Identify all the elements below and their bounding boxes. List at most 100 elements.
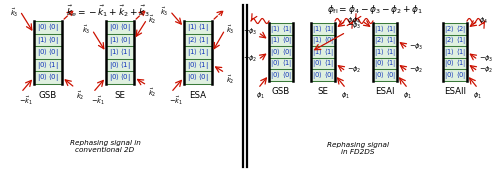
Text: $|2\rangle$: $|2\rangle$ <box>374 34 384 46</box>
Text: $\langle 0|$: $\langle 0|$ <box>198 71 209 83</box>
Text: $\langle 1|$: $\langle 1|$ <box>324 46 334 58</box>
Bar <box>184 21 212 83</box>
Text: $-\vec{k}_1$: $-\vec{k}_1$ <box>169 95 183 107</box>
Bar <box>373 23 397 81</box>
Text: $\langle 0|$: $\langle 0|$ <box>48 34 59 46</box>
Text: ESAI: ESAI <box>375 88 395 96</box>
Bar <box>443 23 467 81</box>
Text: $\phi_{\mathrm{fl}} = \phi_4 - \phi_3 - \phi_2 + \phi_1$: $\phi_{\mathrm{fl}} = \phi_4 - \phi_3 - … <box>327 3 423 16</box>
Text: $\phi_4$: $\phi_4$ <box>347 16 356 26</box>
Text: $\vec{k}_2$: $\vec{k}_2$ <box>148 13 156 26</box>
Text: $\phi_1$: $\phi_1$ <box>256 90 264 101</box>
Text: $\langle 1|$: $\langle 1|$ <box>386 23 396 35</box>
Text: $|1\rangle$: $|1\rangle$ <box>270 34 280 46</box>
Text: $|0\rangle$: $|0\rangle$ <box>186 59 198 71</box>
Text: $|2\rangle$: $|2\rangle$ <box>186 34 198 46</box>
Text: $|0\rangle$: $|0\rangle$ <box>36 59 48 71</box>
Text: $|0\rangle$: $|0\rangle$ <box>374 57 384 69</box>
Text: $\langle 1|$: $\langle 1|$ <box>282 23 292 35</box>
Text: $\langle 1|$: $\langle 1|$ <box>120 59 131 71</box>
Text: Rephasing signal in
conventional 2D: Rephasing signal in conventional 2D <box>70 140 140 153</box>
Text: $-\phi_3$: $-\phi_3$ <box>409 42 424 52</box>
Text: GSB: GSB <box>39 90 57 100</box>
Text: $\vec{k}_3$: $\vec{k}_3$ <box>10 7 18 19</box>
Text: $\vec{k}_e = -\vec{k}_1 + \vec{k}_2 + \vec{k}_3$: $\vec{k}_e = -\vec{k}_1 + \vec{k}_2 + \v… <box>66 3 150 19</box>
Text: $-\phi_3$: $-\phi_3$ <box>347 21 362 31</box>
Text: $\langle 0|$: $\langle 0|$ <box>120 71 131 83</box>
Text: $|0\rangle$: $|0\rangle$ <box>270 57 280 69</box>
Text: $|1\rangle$: $|1\rangle$ <box>270 23 280 35</box>
Text: GSB: GSB <box>272 88 290 96</box>
Text: $\langle 1|$: $\langle 1|$ <box>324 57 334 69</box>
Text: $|0\rangle$: $|0\rangle$ <box>270 69 280 81</box>
Text: $|1\rangle$: $|1\rangle$ <box>312 34 322 46</box>
Text: $|0\rangle$: $|0\rangle$ <box>108 71 120 83</box>
Text: $|0\rangle$: $|0\rangle$ <box>108 59 120 71</box>
Text: $-\vec{k}_1$: $-\vec{k}_1$ <box>19 95 33 107</box>
Text: $\langle 0|$: $\langle 0|$ <box>120 21 131 33</box>
Text: $\langle 0|$: $\langle 0|$ <box>324 69 334 81</box>
Text: $\phi_4$: $\phi_4$ <box>479 16 488 26</box>
Text: $|0\rangle$: $|0\rangle$ <box>108 21 120 33</box>
Text: $\langle 0|$: $\langle 0|$ <box>456 69 466 81</box>
Text: $\langle 1|$: $\langle 1|$ <box>198 21 209 33</box>
Text: $\langle 1|$: $\langle 1|$ <box>456 57 466 69</box>
Text: $\vec{k}_2$: $\vec{k}_2$ <box>76 90 84 102</box>
Text: $|0\rangle$: $|0\rangle$ <box>312 69 322 81</box>
Text: $|0\rangle$: $|0\rangle$ <box>374 69 384 81</box>
Text: $\langle 0|$: $\langle 0|$ <box>282 34 292 46</box>
Text: $|0\rangle$: $|0\rangle$ <box>36 71 48 83</box>
Text: $\langle 0|$: $\langle 0|$ <box>282 46 292 58</box>
Text: $|1\rangle$: $|1\rangle$ <box>444 46 454 58</box>
Text: $\langle 0|$: $\langle 0|$ <box>386 69 396 81</box>
Bar <box>311 23 335 81</box>
Text: $|1\rangle$: $|1\rangle$ <box>108 46 120 58</box>
Text: $\langle 1|$: $\langle 1|$ <box>198 34 209 46</box>
Text: $|1\rangle$: $|1\rangle$ <box>186 21 198 33</box>
Text: $|0\rangle$: $|0\rangle$ <box>444 57 454 69</box>
Text: $\langle 1|$: $\langle 1|$ <box>324 23 334 35</box>
Text: $\phi_1$: $\phi_1$ <box>402 90 411 101</box>
Text: $|2\rangle$: $|2\rangle$ <box>444 23 454 35</box>
Text: $-\phi_3$: $-\phi_3$ <box>242 27 257 37</box>
Text: $\langle 0|$: $\langle 0|$ <box>48 21 59 33</box>
Text: $\langle 0|$: $\langle 0|$ <box>48 71 59 83</box>
Text: ESA: ESA <box>190 90 206 100</box>
Text: $|1\rangle$: $|1\rangle$ <box>108 34 120 46</box>
Text: $-\vec{k}_1$: $-\vec{k}_1$ <box>91 95 105 107</box>
Text: $|0\rangle$: $|0\rangle$ <box>36 21 48 33</box>
Text: $\langle 0|$: $\langle 0|$ <box>120 34 131 46</box>
Text: $|2\rangle$: $|2\rangle$ <box>444 34 454 46</box>
Text: $|1\rangle$: $|1\rangle$ <box>186 46 198 58</box>
Text: $-\phi_2$: $-\phi_2$ <box>242 54 257 64</box>
Text: $|0\rangle$: $|0\rangle$ <box>312 57 322 69</box>
Text: $|1\rangle$: $|1\rangle$ <box>36 34 48 46</box>
Text: SE: SE <box>114 90 126 100</box>
Text: $|1\rangle$: $|1\rangle$ <box>312 46 322 58</box>
Text: $\langle 1|$: $\langle 1|$ <box>386 34 396 46</box>
Text: $-\phi_2$: $-\phi_2$ <box>479 65 494 75</box>
Text: $\langle 1|$: $\langle 1|$ <box>282 57 292 69</box>
Text: $|0\rangle$: $|0\rangle$ <box>270 46 280 58</box>
Text: $\langle 0|$: $\langle 0|$ <box>48 46 59 58</box>
Text: $|1\rangle$: $|1\rangle$ <box>374 23 384 35</box>
Text: $\langle 0|$: $\langle 0|$ <box>324 34 334 46</box>
Text: $\phi_4$: $\phi_4$ <box>352 16 361 26</box>
Bar <box>269 23 293 81</box>
Text: $-\phi_3$: $-\phi_3$ <box>479 54 494 64</box>
Text: $\phi_1$: $\phi_1$ <box>340 90 349 101</box>
Text: $-\phi_2$: $-\phi_2$ <box>347 65 362 75</box>
Text: $\langle 1|$: $\langle 1|$ <box>120 46 131 58</box>
Text: $\vec{k}_2$: $\vec{k}_2$ <box>226 74 234 86</box>
Text: Rephasing signal
in FD2DS: Rephasing signal in FD2DS <box>327 142 389 155</box>
Bar <box>106 21 134 83</box>
Text: $\vec{k}_3$: $\vec{k}_3$ <box>160 6 168 18</box>
Text: $\vec{k}_3$: $\vec{k}_3$ <box>226 23 234 36</box>
Text: $\langle 1|$: $\langle 1|$ <box>386 57 396 69</box>
Text: $\langle 1|$: $\langle 1|$ <box>456 46 466 58</box>
Text: $\langle 1|$: $\langle 1|$ <box>386 46 396 58</box>
Text: $\langle 1|$: $\langle 1|$ <box>456 34 466 46</box>
Text: $\vec{k}_3$: $\vec{k}_3$ <box>82 23 90 36</box>
Text: $\langle 1|$: $\langle 1|$ <box>198 46 209 58</box>
Text: $\langle 1|$: $\langle 1|$ <box>198 59 209 71</box>
